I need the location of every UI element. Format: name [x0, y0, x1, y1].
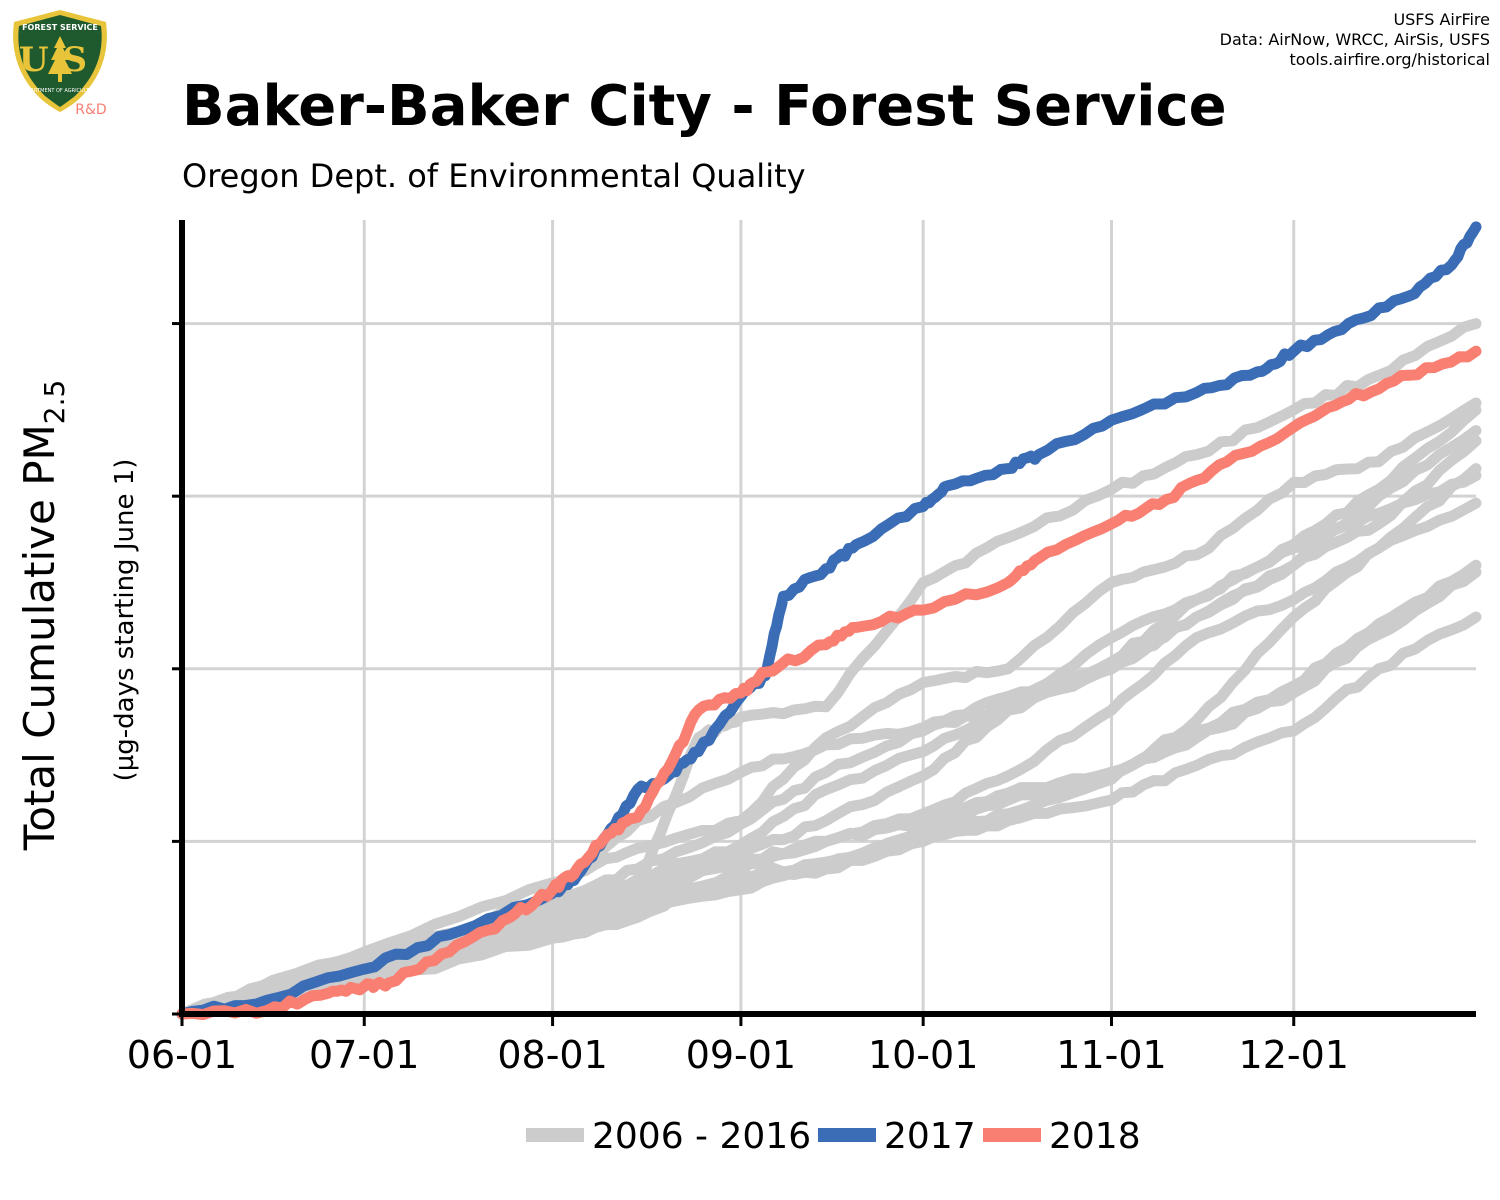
credit-line-2: Data: AirNow, WRCC, AirSis, USFS	[1219, 30, 1490, 49]
y-axis-note: (µg-days starting June 1)	[110, 459, 140, 782]
legend-label: 2018	[1049, 1116, 1141, 1157]
legend-label: 2017	[884, 1116, 976, 1157]
logo-text-bottom: DEPARTMENT OF AGRICULTURE	[21, 88, 99, 94]
series-line-historical	[176, 463, 1482, 1020]
credit-line-1: USFS AirFire	[1393, 10, 1490, 29]
credit-line-3: tools.airfire.org/historical	[1289, 50, 1490, 69]
series-line-historical	[176, 425, 1482, 1020]
series-line-historical	[176, 559, 1482, 1020]
series-line-historical	[176, 404, 1482, 1020]
chart-title: Baker-Baker City - Forest Service	[182, 74, 1227, 139]
series-line-historical	[176, 470, 1482, 1020]
series-line-2018	[176, 345, 1482, 1021]
chart-subtitle: Oregon Dept. of Environmental Quality	[182, 157, 806, 195]
legend: 2006 - 2016 2017 2018	[526, 1116, 1141, 1157]
logo-badge: R&D	[75, 102, 106, 118]
x-tick-labels: 06-01 07-01 08-01 09-01 10-01 11-01 12-01	[127, 1014, 1349, 1077]
x-tick-label: 12-01	[1239, 1033, 1349, 1077]
logo-text-top: FOREST SERVICE	[22, 23, 98, 32]
x-tick-label: 06-01	[127, 1033, 237, 1077]
y-axis-label: Total Cumulative PM2.5	[15, 380, 71, 852]
axes	[172, 220, 1476, 1017]
y-axis-label-text: Total Cumulative PM	[15, 424, 64, 851]
highlight-series	[176, 221, 1482, 1021]
x-tick-label: 07-01	[309, 1033, 419, 1077]
pine-tree-icon	[48, 36, 72, 82]
x-tick-label: 10-01	[868, 1033, 978, 1077]
credits: USFS AirFire Data: AirNow, WRCC, AirSis,…	[1220, 10, 1490, 70]
grid	[180, 220, 1476, 1016]
x-tick-label: 08-01	[497, 1033, 607, 1077]
y-axis-label-subscript: 2.5	[38, 380, 71, 425]
series-line-2017	[176, 221, 1482, 1020]
usfs-logo: FOREST SERVICE US DEPARTMENT OF AGRICULT…	[13, 10, 107, 118]
x-tick-label: 09-01	[686, 1033, 796, 1077]
x-tick-label: 11-01	[1056, 1033, 1166, 1077]
legend-label: 2006 - 2016	[592, 1116, 811, 1157]
